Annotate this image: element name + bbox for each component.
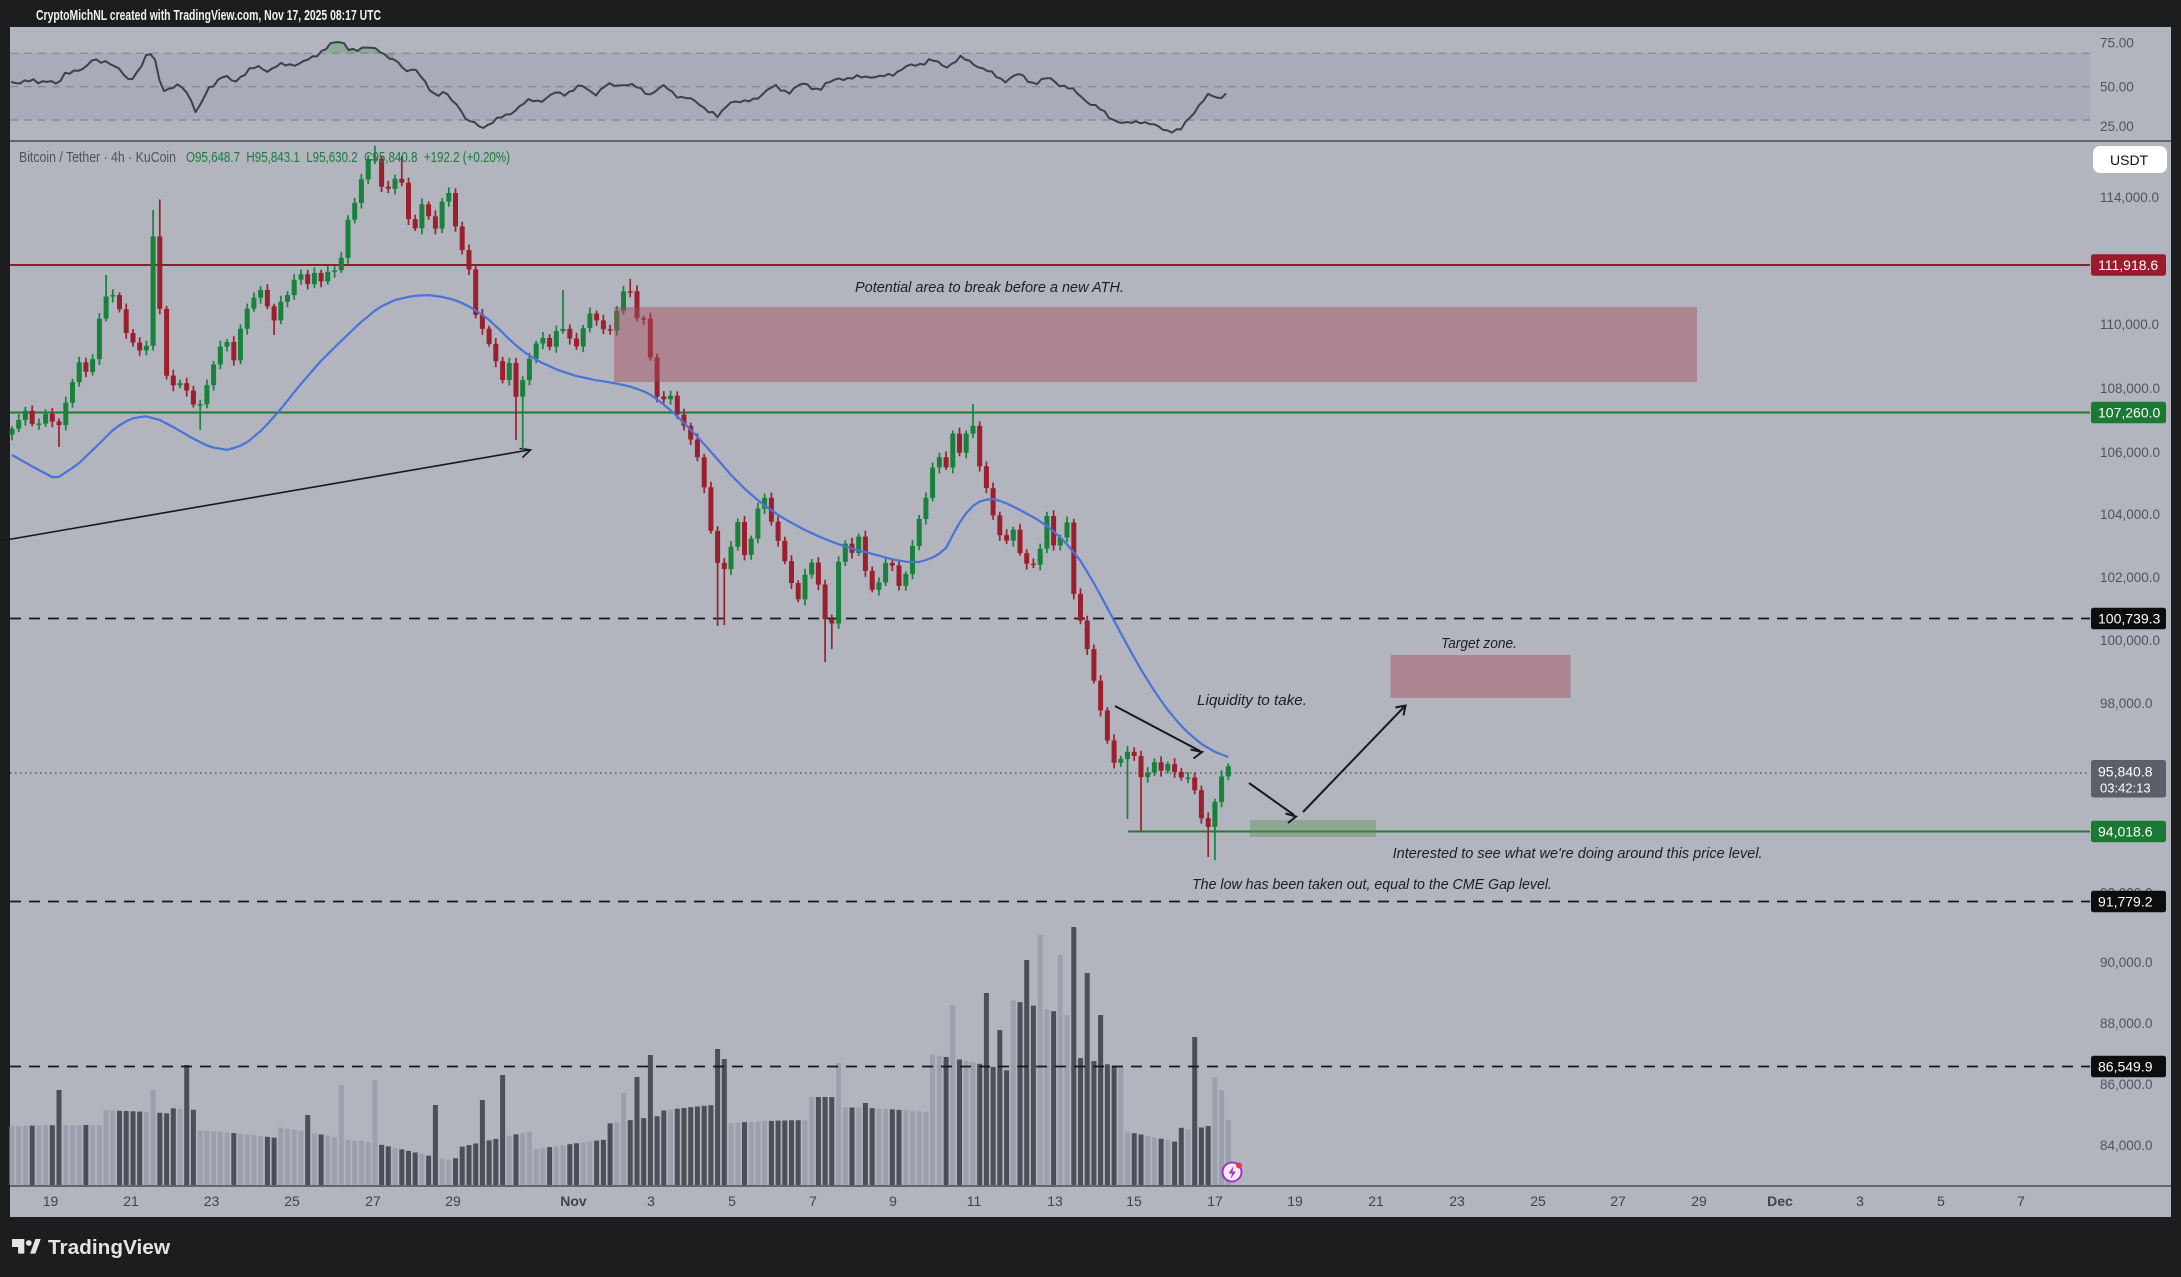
svg-text:CryptoMichNL created with Trad: CryptoMichNL created with TradingView.co… — [36, 7, 381, 24]
svg-text:23: 23 — [1449, 1193, 1465, 1209]
svg-text:21: 21 — [1368, 1193, 1384, 1209]
svg-text:90,000.0: 90,000.0 — [2100, 955, 2153, 970]
svg-text:102,000.0: 102,000.0 — [2100, 570, 2160, 585]
svg-text:7: 7 — [2017, 1193, 2025, 1209]
svg-text:19: 19 — [1287, 1193, 1303, 1209]
svg-text:TradingView: TradingView — [48, 1236, 170, 1259]
svg-text:27: 27 — [365, 1193, 381, 1209]
svg-text:88,000.0: 88,000.0 — [2100, 1016, 2153, 1031]
svg-text:50.00: 50.00 — [2100, 80, 2134, 95]
svg-text:3: 3 — [1856, 1193, 1864, 1209]
svg-text:29: 29 — [445, 1193, 461, 1209]
svg-text:15: 15 — [1126, 1193, 1142, 1209]
svg-text:Liquidity to take.: Liquidity to take. — [1197, 692, 1307, 709]
svg-text:21: 21 — [123, 1193, 139, 1209]
svg-text:29: 29 — [1691, 1193, 1707, 1209]
svg-text:84,000.0: 84,000.0 — [2100, 1138, 2153, 1153]
svg-text:Nov: Nov — [560, 1193, 587, 1209]
svg-text:98,000.0: 98,000.0 — [2100, 696, 2153, 711]
svg-text:108,000.0: 108,000.0 — [2100, 381, 2160, 396]
svg-text:3: 3 — [647, 1193, 655, 1209]
svg-text:The low has been taken out, eq: The low has been taken out, equal to the… — [1192, 876, 1552, 893]
svg-text:19: 19 — [43, 1193, 59, 1209]
svg-text:25: 25 — [284, 1193, 300, 1209]
svg-text:111,918.6: 111,918.6 — [2098, 257, 2158, 273]
svg-text:100,739.3: 100,739.3 — [2098, 611, 2160, 627]
svg-text:25.00: 25.00 — [2100, 119, 2134, 134]
svg-text:O95,648.7 H95,843.1 L95,630.: O95,648.7 H95,843.1 L95,630.2 C95,840.8 … — [186, 149, 510, 166]
svg-text:23: 23 — [204, 1193, 220, 1209]
svg-text:106,000.0: 106,000.0 — [2100, 445, 2160, 460]
svg-text:91,779.2: 91,779.2 — [2098, 894, 2153, 910]
svg-text:104,000.0: 104,000.0 — [2100, 507, 2160, 522]
svg-text:USDT: USDT — [2110, 152, 2149, 168]
svg-text:Potential area to break before: Potential area to break before a new ATH… — [855, 279, 1124, 296]
svg-text:100,000.0: 100,000.0 — [2100, 633, 2160, 648]
svg-text:107,260.0: 107,260.0 — [2098, 405, 2160, 421]
svg-text:Dec: Dec — [1767, 1193, 1793, 1209]
svg-text:75.00: 75.00 — [2100, 36, 2134, 51]
svg-text:27: 27 — [1610, 1193, 1626, 1209]
svg-text:5: 5 — [728, 1193, 736, 1209]
svg-text:9: 9 — [889, 1193, 897, 1209]
svg-text:Target zone.: Target zone. — [1441, 635, 1517, 652]
svg-text:5: 5 — [1937, 1193, 1945, 1209]
svg-text:95,840.8: 95,840.8 — [2098, 764, 2153, 780]
svg-text:7: 7 — [809, 1193, 817, 1209]
svg-text:11: 11 — [967, 1193, 982, 1209]
svg-text:86,549.9: 86,549.9 — [2098, 1059, 2153, 1075]
svg-text:94,018.6: 94,018.6 — [2098, 824, 2153, 840]
svg-text:25: 25 — [1530, 1193, 1546, 1209]
svg-text:Interested to see what we're d: Interested to see what we're doing aroun… — [1393, 845, 1763, 862]
svg-text:110,000.0: 110,000.0 — [2100, 317, 2159, 332]
svg-text:13: 13 — [1047, 1193, 1063, 1209]
svg-text:17: 17 — [1207, 1193, 1223, 1209]
svg-text:Bitcoin / Tether · 4h · KuCoin: Bitcoin / Tether · 4h · KuCoin — [19, 149, 176, 166]
svg-text:86,000.0: 86,000.0 — [2100, 1077, 2153, 1092]
svg-text:114,000.0: 114,000.0 — [2100, 190, 2159, 205]
svg-text:03:42:13: 03:42:13 — [2100, 781, 2151, 796]
